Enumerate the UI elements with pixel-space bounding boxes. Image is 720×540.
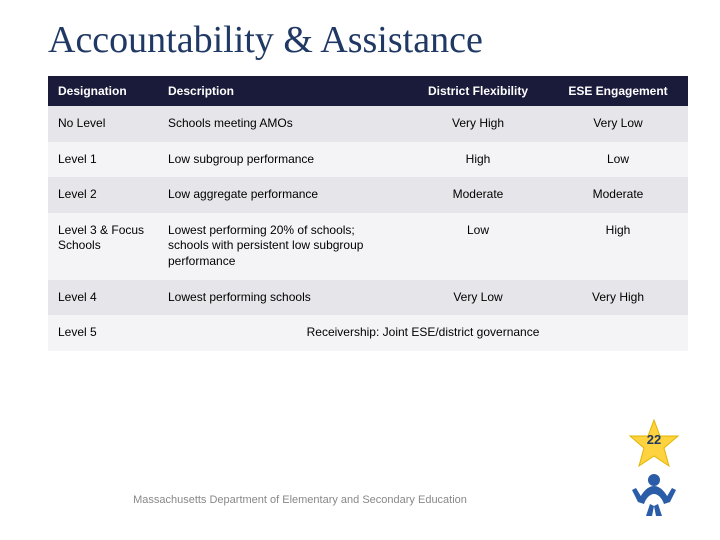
cell-flexibility: Low [408,213,548,280]
cell-ese: Moderate [548,177,688,213]
cell-flexibility: Very Low [408,280,548,316]
cell-description: Lowest performing schools [158,280,408,316]
cell-designation: Level 3 & Focus Schools [48,213,158,280]
col-description: Description [158,76,408,106]
cell-description: Lowest performing 20% of schools; school… [158,213,408,280]
table-header-row: Designation Description District Flexibi… [48,76,688,106]
page-number: 22 [628,432,680,447]
cell-ese: Very Low [548,106,688,142]
cell-receivership: Receivership: Joint ESE/district governa… [158,315,688,351]
accountability-table: Designation Description District Flexibi… [48,76,688,351]
cell-description: Low aggregate performance [158,177,408,213]
cell-ese: High [548,213,688,280]
cell-flexibility: Very High [408,106,548,142]
page-number-star: 22 [628,418,680,470]
cell-designation: Level 5 [48,315,158,351]
cell-flexibility: Moderate [408,177,548,213]
cell-ese: Very High [548,280,688,316]
table-row: Level 4Lowest performing schoolsVery Low… [48,280,688,316]
person-reach-icon [628,468,680,520]
cell-designation: Level 4 [48,280,158,316]
cell-designation: No Level [48,106,158,142]
page-title: Accountability & Assistance [48,18,690,62]
cell-designation: Level 2 [48,177,158,213]
table-row: Level 2Low aggregate performanceModerate… [48,177,688,213]
table-row: No LevelSchools meeting AMOsVery HighVer… [48,106,688,142]
footer-attribution: Massachusetts Department of Elementary a… [0,494,600,506]
cell-ese: Low [548,142,688,178]
slide: Accountability & Assistance Designation … [0,0,720,540]
table-row: Level 3 & Focus SchoolsLowest performing… [48,213,688,280]
col-flexibility: District Flexibility [408,76,548,106]
col-designation: Designation [48,76,158,106]
cell-designation: Level 1 [48,142,158,178]
table-row: Level 1Low subgroup performanceHighLow [48,142,688,178]
cell-description: Low subgroup performance [158,142,408,178]
col-ese: ESE Engagement [548,76,688,106]
cell-description: Schools meeting AMOs [158,106,408,142]
cell-flexibility: High [408,142,548,178]
table-row-final: Level 5Receivership: Joint ESE/district … [48,315,688,351]
